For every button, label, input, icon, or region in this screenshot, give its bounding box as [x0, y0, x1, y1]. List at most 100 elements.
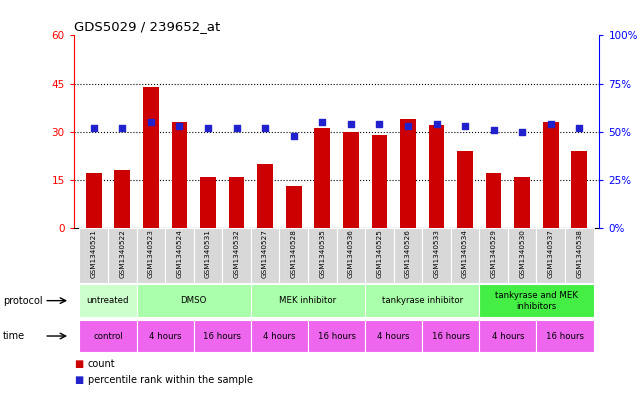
Bar	[365, 285, 479, 317]
Bar	[279, 228, 308, 283]
Bar	[365, 228, 394, 283]
Bar	[137, 320, 194, 352]
Text: 16 hours: 16 hours	[432, 332, 470, 340]
Bar	[451, 228, 479, 283]
Point	[431, 121, 442, 127]
Point	[345, 121, 356, 127]
Bar	[514, 176, 530, 228]
Point	[146, 119, 156, 125]
Text: untreated: untreated	[87, 296, 129, 305]
Bar	[251, 228, 279, 283]
Bar	[251, 285, 365, 317]
Bar	[137, 228, 165, 283]
Bar	[365, 320, 422, 352]
Point	[545, 121, 556, 127]
Text: count: count	[88, 360, 115, 369]
Bar	[194, 228, 222, 283]
Bar	[108, 228, 137, 283]
Text: tankyrase inhibitor: tankyrase inhibitor	[381, 296, 463, 305]
Text: GDS5029 / 239652_at: GDS5029 / 239652_at	[74, 20, 220, 33]
Bar	[194, 320, 251, 352]
Bar	[537, 228, 565, 283]
Bar	[572, 151, 587, 228]
Text: GSM1340532: GSM1340532	[233, 230, 240, 279]
Bar	[565, 228, 594, 283]
Bar	[486, 173, 501, 228]
Text: GSM1340528: GSM1340528	[290, 230, 297, 279]
Point	[203, 125, 213, 131]
Text: GSM1340533: GSM1340533	[433, 230, 440, 279]
Bar	[200, 176, 216, 228]
Point	[231, 125, 242, 131]
Text: GSM1340536: GSM1340536	[348, 230, 354, 279]
Point	[517, 129, 528, 135]
Bar	[222, 228, 251, 283]
Point	[488, 127, 499, 133]
Text: control: control	[93, 332, 123, 340]
Text: GSM1340529: GSM1340529	[490, 230, 497, 279]
Text: GSM1340531: GSM1340531	[205, 230, 211, 279]
Text: 4 hours: 4 hours	[149, 332, 181, 340]
Point	[460, 123, 470, 129]
Bar	[508, 228, 537, 283]
Text: GSM1340524: GSM1340524	[176, 230, 183, 279]
Point	[117, 125, 128, 131]
Text: GSM1340522: GSM1340522	[119, 230, 125, 279]
Bar	[137, 285, 251, 317]
Text: GSM1340534: GSM1340534	[462, 230, 468, 279]
Bar	[537, 320, 594, 352]
Text: DMSO: DMSO	[181, 296, 207, 305]
Bar	[394, 228, 422, 283]
Point	[260, 125, 271, 131]
Point	[288, 132, 299, 139]
Text: MEK inhibitor: MEK inhibitor	[279, 296, 337, 305]
Text: GSM1340523: GSM1340523	[148, 230, 154, 279]
Text: 4 hours: 4 hours	[378, 332, 410, 340]
Text: tankyrase and MEK
inhibitors: tankyrase and MEK inhibitors	[495, 290, 578, 311]
Text: protocol: protocol	[3, 296, 43, 306]
Text: 4 hours: 4 hours	[263, 332, 296, 340]
Bar	[257, 164, 273, 228]
Bar	[400, 119, 416, 228]
Bar	[422, 228, 451, 283]
Text: GSM1340538: GSM1340538	[576, 230, 582, 279]
Bar	[165, 228, 194, 283]
Bar	[251, 320, 308, 352]
Text: ■: ■	[74, 375, 83, 385]
Text: 16 hours: 16 hours	[203, 332, 241, 340]
Bar	[543, 122, 558, 228]
Text: percentile rank within the sample: percentile rank within the sample	[88, 375, 253, 385]
Bar	[79, 228, 108, 283]
Bar	[479, 228, 508, 283]
Text: GSM1340537: GSM1340537	[548, 230, 554, 279]
Bar	[286, 186, 301, 228]
Bar	[172, 122, 187, 228]
Text: GSM1340530: GSM1340530	[519, 230, 525, 279]
Bar	[79, 320, 137, 352]
Point	[174, 123, 185, 129]
Bar	[86, 173, 101, 228]
Bar	[115, 170, 130, 228]
Text: GSM1340527: GSM1340527	[262, 230, 268, 279]
Text: 16 hours: 16 hours	[317, 332, 356, 340]
Bar	[337, 228, 365, 283]
Text: GSM1340526: GSM1340526	[405, 230, 411, 279]
Bar	[314, 129, 330, 228]
Bar	[422, 320, 479, 352]
Text: GSM1340521: GSM1340521	[91, 230, 97, 279]
Bar	[308, 320, 365, 352]
Bar	[143, 87, 159, 228]
Point	[403, 123, 413, 129]
Point	[88, 125, 99, 131]
Bar	[429, 125, 444, 228]
Text: GSM1340535: GSM1340535	[319, 230, 325, 279]
Text: time: time	[3, 331, 26, 341]
Bar	[479, 320, 537, 352]
Bar	[79, 285, 137, 317]
Text: ■: ■	[74, 360, 83, 369]
Point	[574, 125, 585, 131]
Bar	[308, 228, 337, 283]
Point	[374, 121, 385, 127]
Text: 4 hours: 4 hours	[492, 332, 524, 340]
Bar	[229, 176, 244, 228]
